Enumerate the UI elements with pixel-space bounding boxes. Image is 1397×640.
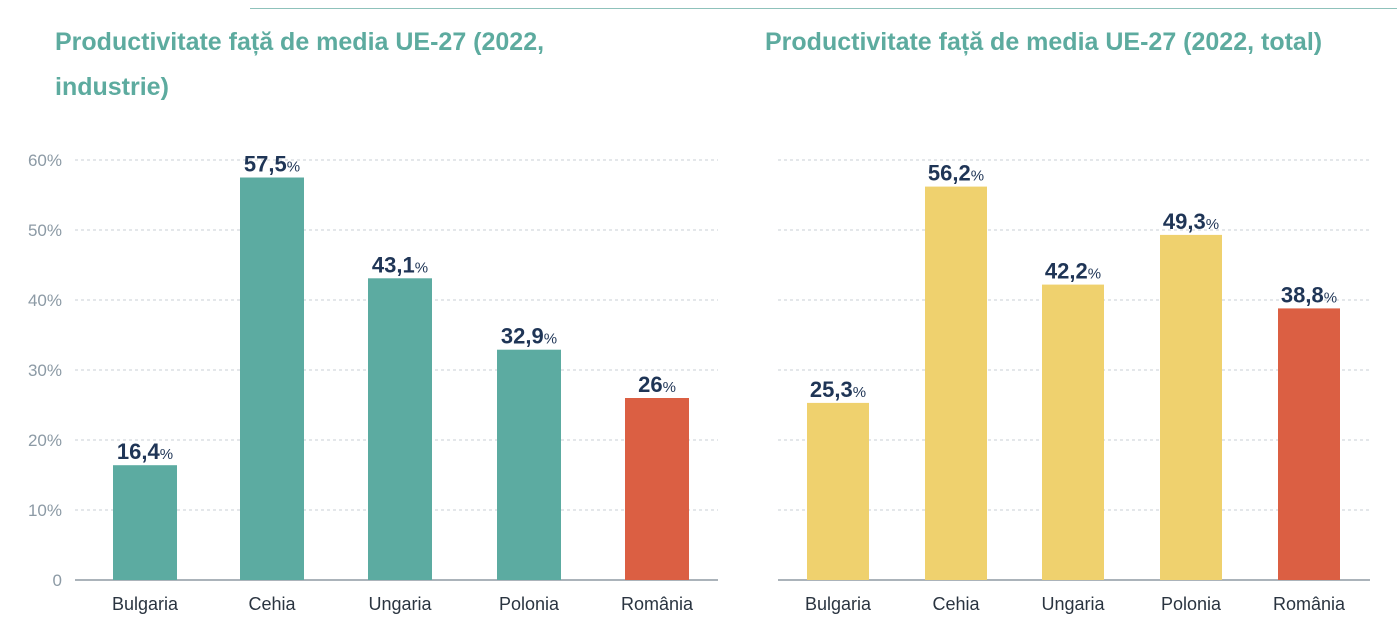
chart-title-total: Productivitate față de media UE-27 (2022… <box>765 28 1323 56</box>
bar-industrie-ungaria <box>368 278 432 580</box>
bar-industrie-bulgaria <box>113 465 177 580</box>
x-tick-label-total-bulgaria: Bulgaria <box>805 594 872 614</box>
y-tick-label: 30% <box>28 361 62 380</box>
y-tick-label: 50% <box>28 221 62 240</box>
y-tick-label: 10% <box>28 501 62 520</box>
x-tick-label-industrie-ungaria: Ungaria <box>368 594 432 614</box>
x-tick-label-total-ungaria: Ungaria <box>1041 594 1105 614</box>
x-tick-label-industrie-cehia: Cehia <box>248 594 296 614</box>
y-tick-label: 20% <box>28 431 62 450</box>
bar-total-românia <box>1278 308 1340 580</box>
x-tick-label-industrie-polonia: Polonia <box>499 594 560 614</box>
x-tick-label-industrie-bulgaria: Bulgaria <box>112 594 179 614</box>
data-label-total-bulgaria: 25,3% <box>810 377 866 402</box>
bar-total-cehia <box>925 186 987 580</box>
data-label-industrie-polonia: 32,9% <box>501 324 557 349</box>
data-label-total-polonia: 49,3% <box>1163 209 1219 234</box>
y-tick-label: 40% <box>28 291 62 310</box>
y-tick-label: 60% <box>28 151 62 170</box>
top-divider-line <box>250 8 1397 9</box>
bar-industrie-românia <box>625 398 689 580</box>
x-tick-label-total-românia: România <box>1273 594 1346 614</box>
y-tick-label: 0 <box>53 571 62 590</box>
chart-title-industrie: Productivitate față de media UE-27 (2022… <box>55 28 545 101</box>
data-label-total-românia: 38,8% <box>1281 282 1337 307</box>
chart-industrie: 0 10% 20% 30% 40% 50% 60% 16,4% Bulgaria 57,5% Ceh… <box>28 151 718 614</box>
data-label-industrie-cehia: 57,5% <box>244 152 300 177</box>
x-tick-label-total-cehia: Cehia <box>932 594 980 614</box>
bar-industrie-cehia <box>240 177 304 580</box>
bar-total-polonia <box>1160 234 1222 580</box>
bar-total-bulgaria <box>807 402 869 580</box>
data-label-industrie-bulgaria: 16,4% <box>117 439 173 464</box>
data-label-total-cehia: 56,2% <box>928 161 984 186</box>
x-tick-label-total-polonia: Polonia <box>1161 594 1222 614</box>
bar-total-ungaria <box>1042 284 1104 580</box>
bar-industrie-polonia <box>497 349 561 580</box>
x-tick-label-industrie-românia: România <box>621 594 694 614</box>
data-label-total-ungaria: 42,2% <box>1045 259 1101 284</box>
chart-total: 25,3% Bulgaria 56,2% Cehia 42,2% Ungaria 49,3%… <box>778 159 1370 614</box>
data-label-industrie-românia: 26% <box>638 372 676 397</box>
data-label-industrie-ungaria: 43,1% <box>372 252 428 277</box>
